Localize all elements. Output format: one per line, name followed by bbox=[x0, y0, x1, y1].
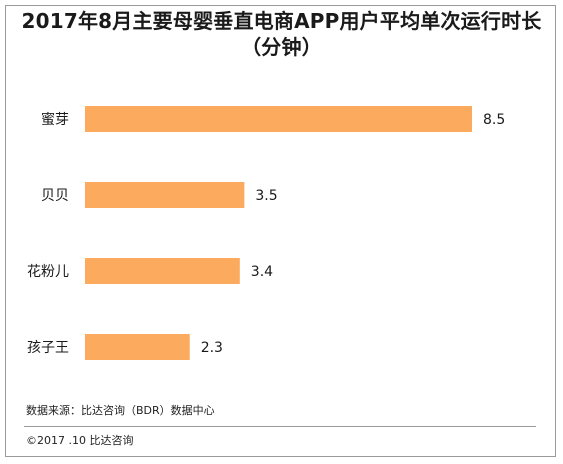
value-label-0: 8.5 bbox=[483, 112, 505, 128]
bar-2 bbox=[85, 258, 240, 284]
category-label-3: 孩子王 bbox=[27, 340, 69, 356]
chart-frame bbox=[5, 5, 556, 457]
category-label-1: 贝贝 bbox=[41, 188, 69, 204]
bar-3 bbox=[85, 334, 190, 360]
chart-title-line1: 2017年8月主要母婴垂直电商APP用户平均单次运行时长 bbox=[21, 9, 542, 33]
copyright-note: ©2017 .10 比达咨询 bbox=[26, 434, 134, 447]
bar-1 bbox=[85, 182, 245, 208]
chart-title: 2017年8月主要母婴垂直电商APP用户平均单次运行时长 （分钟） bbox=[0, 8, 563, 60]
chart-title-line2: （分钟） bbox=[241, 35, 322, 59]
category-label-0: 蜜芽 bbox=[41, 112, 69, 128]
data-source-note: 数据来源：比达咨询（BDR）数据中心 bbox=[26, 404, 215, 417]
footer-divider bbox=[24, 426, 536, 427]
category-label-2: 花粉儿 bbox=[27, 264, 69, 280]
value-label-2: 3.4 bbox=[251, 264, 273, 280]
bar-0 bbox=[85, 106, 472, 132]
value-label-1: 3.5 bbox=[255, 188, 277, 204]
value-label-3: 2.3 bbox=[201, 340, 223, 356]
